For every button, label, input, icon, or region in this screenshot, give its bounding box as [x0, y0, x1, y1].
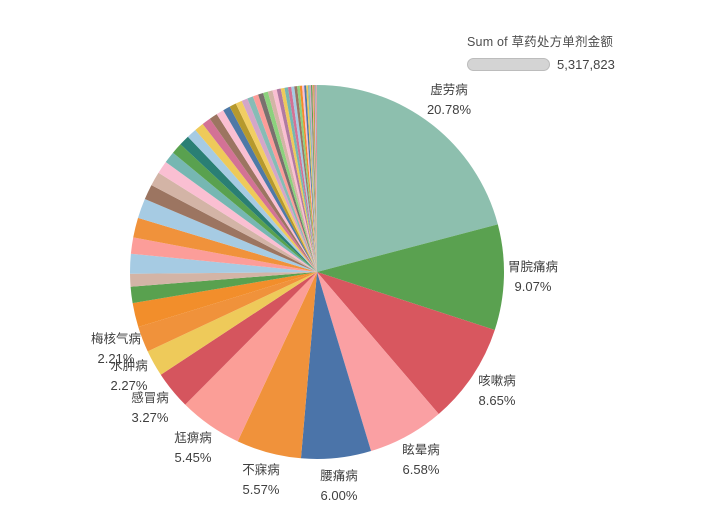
slice-label-name: 水肿病 [110, 359, 148, 374]
pie-slice-19[interactable] [158, 162, 317, 272]
pie-slice-50[interactable] [309, 85, 317, 272]
pie-slice-34[interactable] [258, 92, 317, 272]
slice-label-pct: 8.65% [478, 393, 516, 409]
pie-slice-27[interactable] [216, 110, 317, 272]
pie-slice-44[interactable] [297, 85, 317, 272]
pie-slice-36[interactable] [267, 90, 317, 272]
pie-slice-48[interactable] [306, 85, 317, 272]
slice-label-2: 咳嗽病 8.65% [478, 372, 516, 412]
pie-slice-32[interactable] [247, 96, 317, 272]
pie-slice-24[interactable] [195, 124, 317, 273]
slice-label-1: 胃脘痛病 9.07% [508, 258, 558, 298]
pie-slice-22[interactable] [180, 136, 317, 272]
pie-slice-9[interactable] [138, 272, 317, 352]
pie-slice-51[interactable] [310, 85, 317, 272]
slice-label-7: 感冒病 3.27% [131, 389, 169, 429]
pie-slice-1[interactable] [317, 224, 504, 330]
pie-slice-17[interactable] [144, 185, 317, 272]
slice-label-name: 眩晕病 [402, 443, 440, 458]
pie-slice-13[interactable] [130, 253, 317, 274]
pie-slice-3[interactable] [317, 272, 439, 452]
pie-slice-37[interactable] [272, 89, 317, 273]
pie-slice-28[interactable] [223, 106, 317, 272]
pie-slice-52[interactable] [312, 85, 317, 272]
slice-label-9: 梅核气病 2.21% [91, 330, 141, 370]
pie-slice-55[interactable] [315, 85, 317, 272]
pie-slice-5[interactable] [237, 272, 317, 459]
size-legend-swatch[interactable] [467, 58, 550, 71]
slice-label-pct: 9.07% [514, 279, 552, 295]
pie-slice-43[interactable] [294, 86, 317, 272]
pie-slice-30[interactable] [235, 100, 317, 272]
pie-slice-8[interactable] [147, 272, 317, 375]
slice-label-0: 虚劳病 20.78% [427, 81, 471, 121]
pie-slice-26[interactable] [209, 114, 317, 273]
pie-slice-42[interactable] [291, 86, 317, 272]
pie-slice-12[interactable] [130, 272, 317, 287]
slice-label-name: 胃脘痛病 [507, 260, 559, 275]
pie-slice-20[interactable] [165, 152, 317, 272]
slice-label-pct: 2.27% [110, 378, 148, 394]
pie-slice-47[interactable] [304, 85, 317, 272]
pie-slice-49[interactable] [307, 85, 317, 273]
slice-label-pct: 5.57% [242, 482, 280, 498]
slice-label-pct: 6.00% [320, 488, 358, 504]
pie-slice-46[interactable] [302, 85, 317, 272]
slice-label-pct: 2.21% [97, 351, 135, 367]
pie-slice-16[interactable] [138, 198, 317, 272]
pie-slice-10[interactable] [132, 272, 317, 328]
pie-slice-31[interactable] [241, 98, 317, 272]
slice-label-pct: 20.78% [426, 102, 472, 118]
slice-label-4: 腰痛病 6.00% [320, 467, 358, 507]
legend-row: 5,317,823 [467, 57, 615, 72]
pie-slice-33[interactable] [252, 94, 317, 272]
slice-label-name: 感冒病 [131, 391, 169, 406]
pie-slice-23[interactable] [187, 129, 317, 272]
pie-slice-39[interactable] [280, 87, 317, 272]
pie-slice-21[interactable] [173, 144, 317, 272]
slice-label-name: 腰痛病 [320, 469, 358, 484]
pie-slice-6[interactable] [185, 272, 317, 442]
legend-title: Sum of 草药处方单剂金额 [467, 35, 614, 49]
measure-legend: Sum of 草药处方单剂金额 5,317,823 [467, 31, 615, 72]
slice-label-name: 虚劳病 [430, 83, 468, 98]
pie-slice-14[interactable] [130, 237, 317, 272]
slice-label-pct: 5.45% [174, 450, 212, 466]
slice-label-name: 尪痹病 [174, 431, 212, 446]
slice-label-name: 咳嗽病 [478, 374, 516, 389]
pie-slice-35[interactable] [263, 91, 317, 272]
pie-slice-11[interactable] [130, 272, 317, 304]
pie-slice-15[interactable] [133, 217, 317, 272]
pie-slice-25[interactable] [202, 118, 317, 273]
slice-label-3: 眩晕病 6.58% [402, 441, 440, 481]
pie-slice-7[interactable] [160, 272, 317, 405]
legend-value: 5,317,823 [557, 57, 615, 72]
pie-slice-54[interactable] [314, 85, 317, 272]
pie-slice-56[interactable] [316, 84, 317, 272]
pie-slice-18[interactable] [151, 172, 317, 272]
pie-slice-41[interactable] [287, 86, 317, 272]
pie-slice-2[interactable] [317, 272, 495, 414]
pie-slice-53[interactable] [313, 85, 317, 273]
pie-slice-4[interactable] [300, 272, 372, 459]
slice-label-pct: 6.58% [402, 462, 440, 478]
slice-label-5: 不寐病 5.57% [242, 461, 280, 501]
slice-label-6: 尪痹病 5.45% [174, 429, 212, 469]
slice-label-name: 不寐病 [242, 463, 280, 478]
pie-slice-29[interactable] [229, 103, 317, 272]
pie-slice-38[interactable] [276, 88, 317, 272]
pie-slice-0[interactable] [317, 85, 498, 272]
slice-label-pct: 3.27% [131, 410, 169, 426]
slice-label-8: 水肿病 2.27% [110, 357, 148, 397]
slice-label-name: 梅核气病 [90, 332, 142, 347]
pie-slice-45[interactable] [299, 85, 317, 272]
pie-slice-40[interactable] [284, 87, 317, 273]
